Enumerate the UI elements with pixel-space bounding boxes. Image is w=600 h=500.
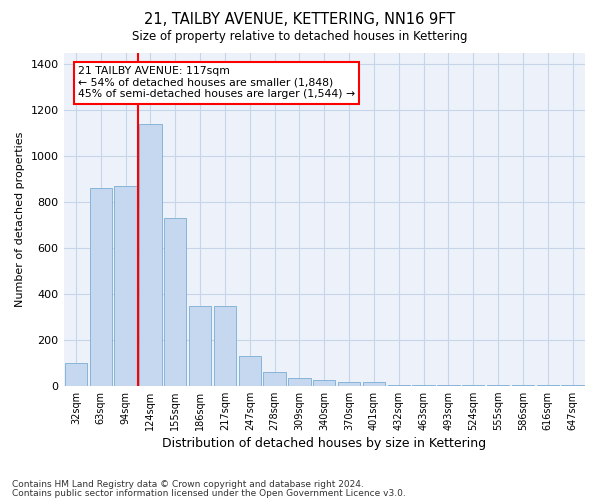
Bar: [214, 306, 236, 386]
Bar: [388, 384, 410, 386]
Bar: [288, 378, 311, 386]
Bar: [313, 380, 335, 386]
Bar: [263, 372, 286, 386]
Bar: [338, 382, 360, 386]
Bar: [89, 188, 112, 386]
Bar: [239, 356, 261, 386]
Bar: [412, 385, 435, 386]
Text: Contains HM Land Registry data © Crown copyright and database right 2024.: Contains HM Land Registry data © Crown c…: [12, 480, 364, 489]
X-axis label: Distribution of detached houses by size in Kettering: Distribution of detached houses by size …: [162, 437, 487, 450]
Text: Size of property relative to detached houses in Kettering: Size of property relative to detached ho…: [132, 30, 468, 43]
Bar: [115, 186, 137, 386]
Bar: [189, 306, 211, 386]
Text: Contains public sector information licensed under the Open Government Licence v3: Contains public sector information licen…: [12, 488, 406, 498]
Bar: [164, 218, 187, 386]
Bar: [139, 124, 161, 386]
Y-axis label: Number of detached properties: Number of detached properties: [15, 132, 25, 307]
Bar: [65, 362, 87, 386]
Text: 21, TAILBY AVENUE, KETTERING, NN16 9FT: 21, TAILBY AVENUE, KETTERING, NN16 9FT: [145, 12, 455, 28]
Bar: [363, 382, 385, 386]
Text: 21 TAILBY AVENUE: 117sqm
← 54% of detached houses are smaller (1,848)
45% of sem: 21 TAILBY AVENUE: 117sqm ← 54% of detach…: [78, 66, 355, 100]
